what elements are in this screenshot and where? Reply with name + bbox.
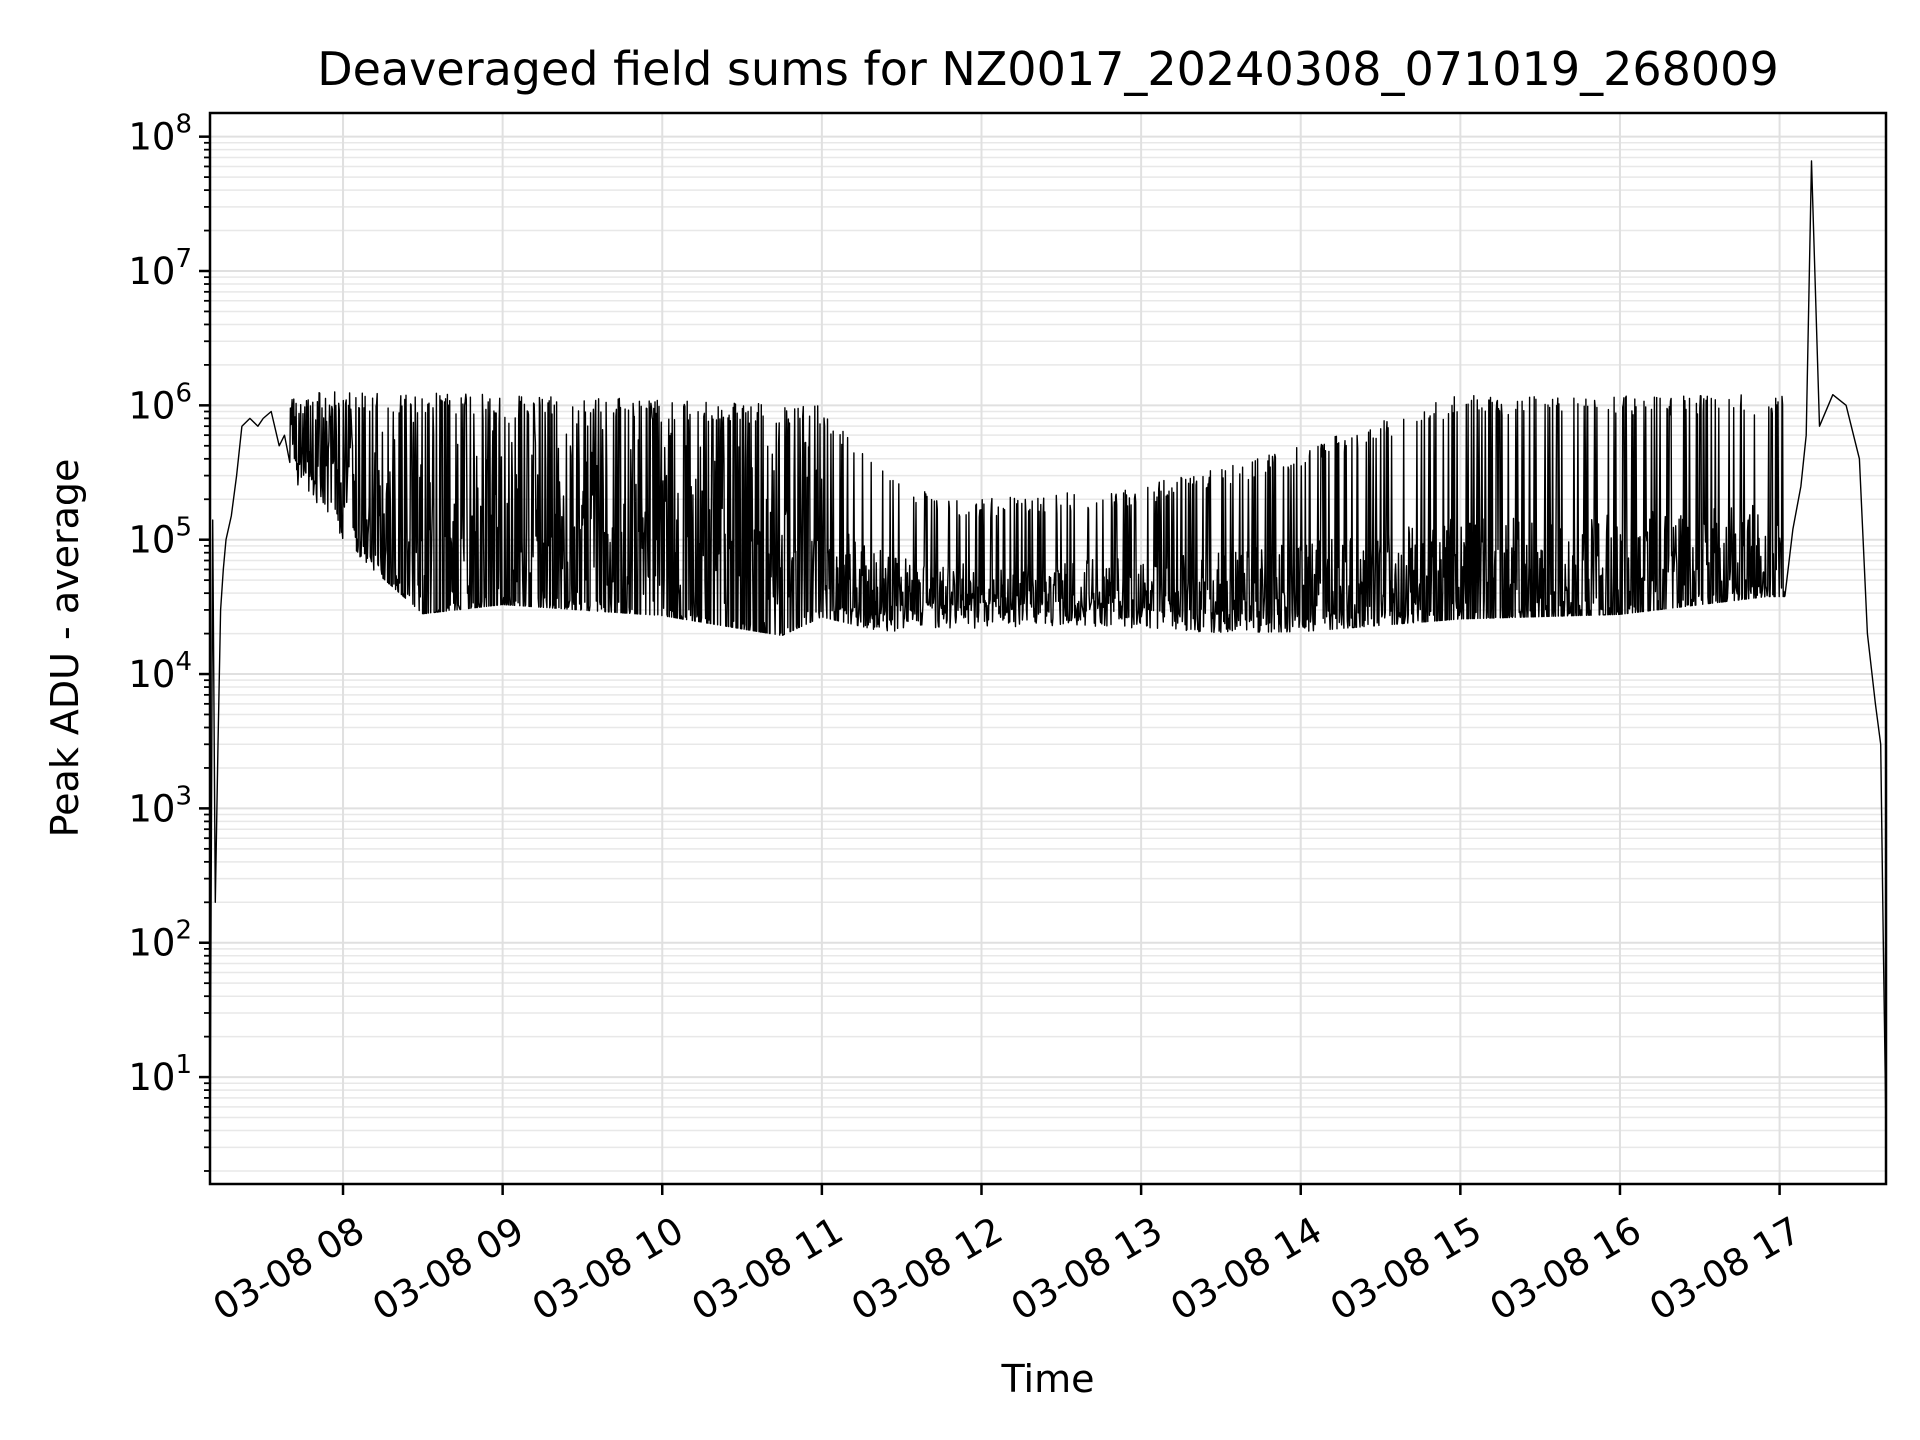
y-tick-label: 104 [128, 647, 192, 696]
y-tick-label: 101 [128, 1050, 192, 1099]
y-tick-label: 103 [128, 781, 192, 830]
y-axis-label: Peak ADU - average [43, 459, 87, 838]
x-tick-label: 03-08 09 [365, 1209, 531, 1329]
y-tick-label: 106 [128, 378, 192, 427]
y-tick-label: 107 [128, 244, 192, 293]
grid [210, 113, 1886, 1184]
x-tick-label: 03-08 08 [206, 1209, 372, 1329]
x-tick-label: 03-08 11 [685, 1209, 851, 1329]
y-tick-label: 108 [128, 110, 192, 159]
plot-frame [208, 111, 1888, 1186]
data-series [209, 160, 1887, 1172]
series-line-0 [209, 160, 1887, 1172]
y-tick-label: 102 [128, 916, 192, 965]
chart-title: Deaveraged field sums for NZ0017_2024030… [317, 42, 1778, 96]
x-tick-label: 03-08 12 [844, 1209, 1010, 1329]
x-tick-label: 03-08 15 [1323, 1209, 1489, 1329]
y-tick-label: 105 [128, 513, 192, 562]
x-tick-label: 03-08 17 [1642, 1209, 1808, 1329]
x-tick-label: 03-08 13 [1004, 1209, 1170, 1329]
x-axis-label: Time [1001, 1357, 1095, 1401]
x-tick-label: 03-08 10 [525, 1209, 691, 1329]
x-tick-label: 03-08 16 [1483, 1209, 1649, 1329]
x-tick-label: 03-08 14 [1164, 1209, 1330, 1329]
